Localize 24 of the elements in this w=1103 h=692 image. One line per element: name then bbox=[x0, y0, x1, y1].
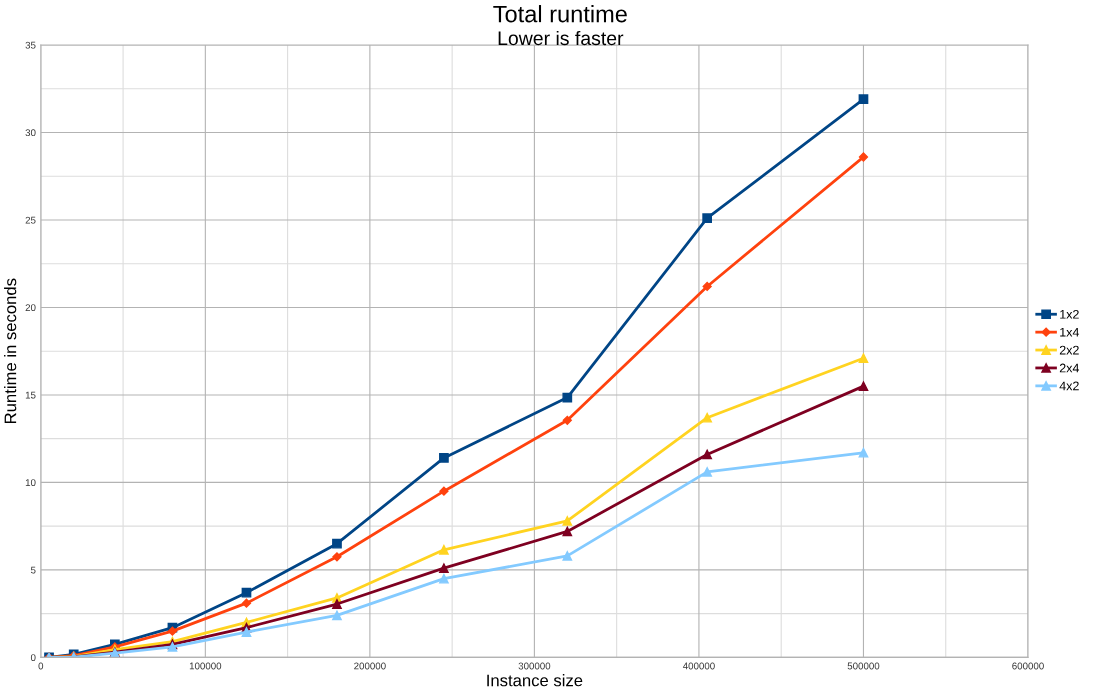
legend-label: 4x2 bbox=[1059, 381, 1079, 391]
y-tick-label: 5 bbox=[30, 566, 36, 574]
y-tick-label: 35 bbox=[25, 41, 36, 49]
y-tick-label: 20 bbox=[25, 304, 36, 312]
y-axis-title: Runtime in seconds bbox=[4, 278, 17, 423]
x-axis-title: Instance size bbox=[487, 674, 583, 687]
legend-label: 1x2 bbox=[1060, 309, 1079, 319]
y-tick-label: 30 bbox=[25, 129, 36, 137]
chart-subtitle: Lower is faster bbox=[498, 30, 624, 46]
x-tick-label: 300000 bbox=[518, 662, 551, 670]
x-tick-label: 500000 bbox=[847, 662, 880, 670]
x-tick-label: 600000 bbox=[1012, 662, 1044, 670]
x-tick-label: 100000 bbox=[189, 662, 222, 670]
legend-label: 2x2 bbox=[1059, 345, 1079, 355]
y-tick-label: 10 bbox=[25, 479, 36, 487]
chart-title: Total runtime bbox=[493, 5, 627, 23]
legend-label: 2x4 bbox=[1059, 363, 1080, 373]
x-tick-label: 400000 bbox=[682, 662, 715, 670]
y-tick-label: 15 bbox=[25, 391, 36, 399]
legend-label: 1x4 bbox=[1060, 327, 1080, 337]
y-tick-label: 0 bbox=[30, 654, 36, 662]
y-tick-label: 25 bbox=[25, 216, 36, 224]
x-tick-label: 0 bbox=[38, 662, 44, 670]
x-tick-label: 200000 bbox=[354, 662, 386, 670]
